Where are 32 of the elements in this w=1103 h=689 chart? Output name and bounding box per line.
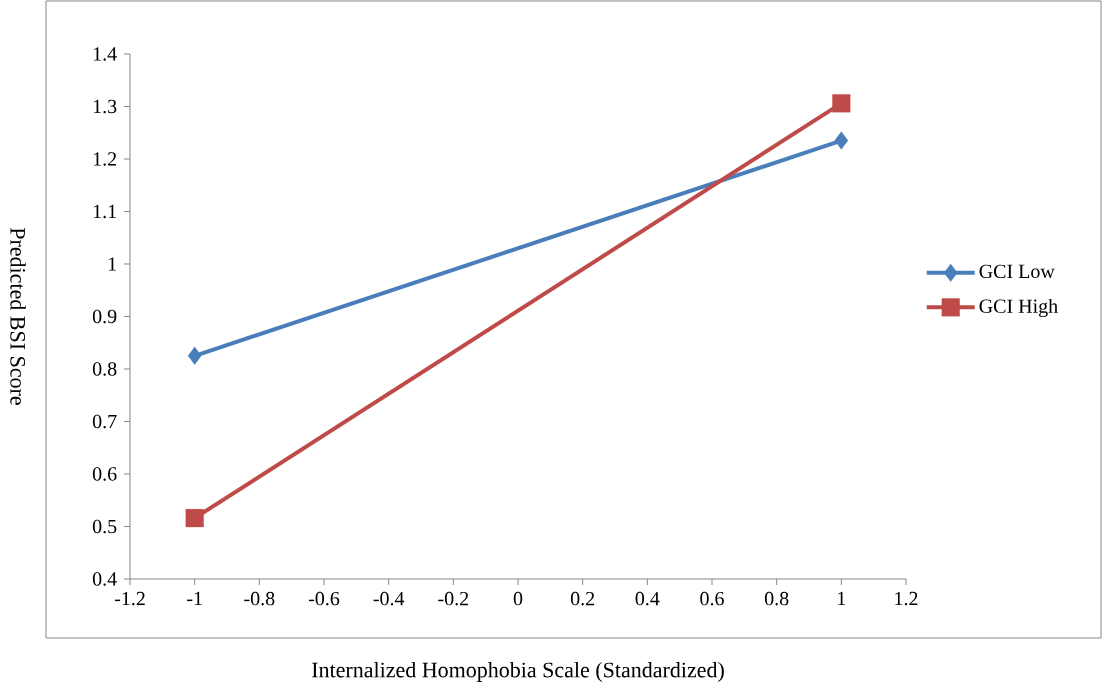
x-tick-label: -0.4 [373,592,405,606]
x-tick-label: -0.8 [244,592,275,606]
y-tick-label: 0.5 [92,519,117,534]
point [834,131,849,150]
y-tick-label: 0.7 [92,414,117,429]
y-tick-label: 1.3 [93,99,117,114]
legend-label: GCI Low [979,264,1055,279]
y-tick-label: 1.2 [93,152,117,166]
y-tick-label: 0.8 [92,362,117,376]
y-tick-label: 0.9 [92,309,117,324]
x-tick-label: -1.2 [114,592,145,606]
x-tick-label: -0.6 [308,592,340,606]
point [185,509,204,528]
x-tick-label: 1.2 [895,592,918,606]
x-tick-label: 0 [513,592,523,606]
y-tick-label: 1 [108,257,116,271]
x-tick-label: 1 [838,592,846,606]
legend-label: GCI High [979,299,1058,318]
point [832,94,851,113]
y-tick-label: 1.1 [93,204,116,219]
x-axis-title: Internalized Homophobia Scale (Standardized) [312,662,724,683]
x-tick-label: -1 [187,592,202,606]
y-tick-label: 1.4 [93,47,117,61]
point [187,347,202,366]
x-tick-label: 0.8 [764,592,789,606]
y-tick-label: 0.6 [92,467,117,481]
y-axis-title: Predicted BSI Score [10,228,26,406]
x-tick-label: 0.4 [635,592,660,606]
y-tick-label: 0.4 [92,572,117,586]
x-tick-label: 0.6 [700,592,724,606]
x-tick-label: 0.2 [570,592,595,606]
x-tick-label: -0.2 [438,592,469,606]
